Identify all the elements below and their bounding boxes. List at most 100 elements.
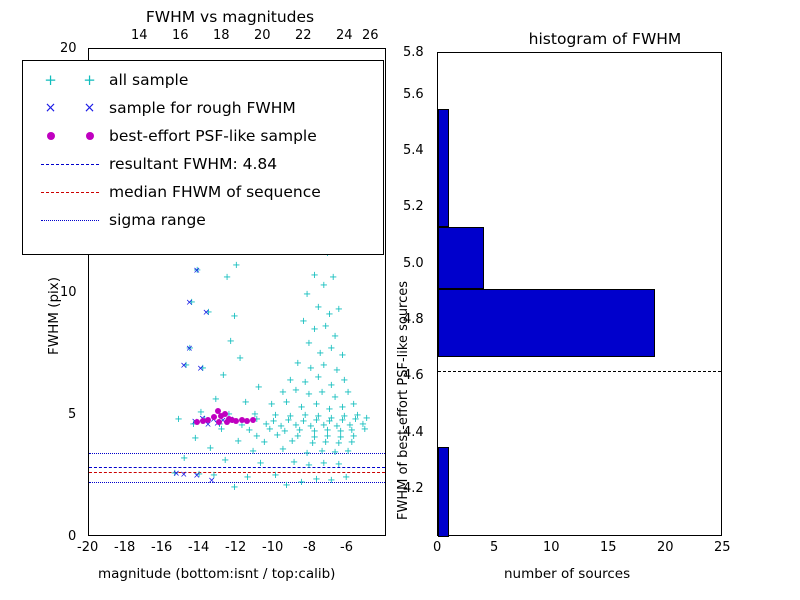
data-point-all-sample: + xyxy=(347,424,356,436)
data-point-all-sample: + xyxy=(351,413,360,425)
data-point-all-sample: + xyxy=(269,416,278,428)
data-point-all-sample: + xyxy=(278,387,288,399)
data-point-rough-fwhm: × xyxy=(219,416,227,427)
data-point-all-sample: + xyxy=(261,418,271,430)
data-point-all-sample: + xyxy=(345,419,355,431)
data-point-all-sample: + xyxy=(237,419,247,431)
data-point-all-sample: + xyxy=(334,459,343,471)
data-point-all-sample: + xyxy=(254,382,263,394)
data-point-all-sample: + xyxy=(282,479,291,491)
tick-top-4: 22 xyxy=(295,28,312,43)
data-point-all-sample: + xyxy=(302,289,312,301)
histogram-bar xyxy=(438,289,655,357)
tick-hy-7: 5.6 xyxy=(403,87,424,102)
data-point-all-sample: + xyxy=(185,343,194,355)
data-point-all-sample: + xyxy=(347,437,356,449)
resultant-fwhm-hist-line xyxy=(438,371,721,372)
data-point-all-sample: + xyxy=(321,437,330,449)
legend-box[interactable]: + + all sample × × sample for rough FWHM b… xyxy=(22,60,384,255)
tick-hy-8: 5.8 xyxy=(403,45,424,60)
legend-item-median-fwhm[interactable]: median FHWM of sequence xyxy=(31,178,375,206)
data-point-all-sample: + xyxy=(191,433,200,445)
data-point-all-sample: + xyxy=(301,377,310,389)
data-point-all-sample: + xyxy=(196,406,206,418)
data-point-all-sample: + xyxy=(209,470,219,481)
data-point-all-sample: + xyxy=(234,435,243,447)
data-point-all-sample: + xyxy=(291,419,301,431)
data-point-all-sample: + xyxy=(235,352,245,364)
data-point-all-sample: + xyxy=(243,472,252,484)
data-point-all-sample: + xyxy=(336,432,345,444)
tick-top-3: 20 xyxy=(254,28,271,43)
data-point-psf-like xyxy=(229,416,236,423)
tick-y-1: 5 xyxy=(68,407,77,422)
left-yaxis-label: FWHM (pix) xyxy=(46,276,62,355)
data-point-psf-like xyxy=(244,418,251,425)
tick-x-6: -8 xyxy=(303,540,316,555)
plus-marker-icon: + + xyxy=(44,71,96,89)
data-point-all-sample: + xyxy=(323,424,332,436)
legend-label-sigma-range: sigma range xyxy=(109,211,206,229)
data-point-all-sample: + xyxy=(338,401,347,413)
data-point-all-sample: + xyxy=(349,430,358,442)
left-panel-title: FWHM vs magnitudes xyxy=(145,8,315,26)
legend-label-rough-fwhm: sample for rough FWHM xyxy=(109,99,296,117)
legend-label-resultant-fwhm: resultant FWHM: 4.84 xyxy=(109,155,278,173)
legend-item-psf-like[interactable]: best-effort PSF-like sample xyxy=(31,122,375,150)
data-point-all-sample: + xyxy=(334,438,343,450)
data-point-rough-fwhm: × xyxy=(185,344,194,355)
data-point-rough-fwhm: × xyxy=(196,363,205,374)
legend-item-rough-fwhm[interactable]: × × sample for rough FWHM xyxy=(31,94,375,122)
data-point-all-sample: + xyxy=(325,404,334,416)
blue-dashdot-line-icon xyxy=(31,219,109,221)
data-point-rough-fwhm: × xyxy=(179,361,188,372)
legend-item-all-sample[interactable]: + + all sample xyxy=(31,66,375,94)
data-point-all-sample: + xyxy=(189,418,198,430)
data-point-all-sample: + xyxy=(297,401,306,413)
data-point-all-sample: + xyxy=(306,421,316,433)
data-point-all-sample: + xyxy=(220,455,230,467)
data-point-all-sample: + xyxy=(230,482,239,494)
data-point-psf-like xyxy=(249,416,256,423)
data-point-all-sample: + xyxy=(315,348,325,359)
tick-x-5: -10 xyxy=(262,540,284,555)
blue-dashed-line-icon xyxy=(31,163,109,165)
sigma-range-lower-line xyxy=(89,482,385,483)
tick-hy-4: 5.0 xyxy=(403,256,424,271)
legend-label-median-fwhm: median FHWM of sequence xyxy=(109,183,321,201)
data-point-all-sample: + xyxy=(198,362,207,374)
data-point-all-sample: + xyxy=(336,426,345,438)
data-point-rough-fwhm: × xyxy=(179,469,188,480)
data-point-all-sample: + xyxy=(349,399,358,411)
tick-hx-4: 20 xyxy=(657,540,674,555)
legend-item-resultant-fwhm[interactable]: resultant FWHM: 4.84 xyxy=(31,150,375,178)
data-point-all-sample: + xyxy=(330,391,340,403)
histogram-axes[interactable] xyxy=(437,52,722,537)
data-point-all-sample: + xyxy=(226,335,235,347)
data-point-all-sample: + xyxy=(325,416,334,428)
data-point-psf-like xyxy=(205,416,212,423)
data-point-all-sample: + xyxy=(362,412,371,424)
tick-y-4: 20 xyxy=(60,41,77,56)
data-point-all-sample: + xyxy=(342,472,351,484)
tick-hy-3: 4.8 xyxy=(403,312,424,327)
data-point-all-sample: + xyxy=(358,418,368,430)
tick-x-1: -18 xyxy=(114,540,136,555)
legend-label-psf-like: best-effort PSF-like sample xyxy=(109,127,317,145)
data-point-all-sample: + xyxy=(286,411,295,423)
data-point-all-sample: + xyxy=(252,413,262,425)
data-point-all-sample: + xyxy=(194,468,204,480)
data-point-all-sample: + xyxy=(327,343,336,355)
legend-item-sigma-range[interactable]: sigma range xyxy=(31,206,375,234)
data-point-rough-fwhm: × xyxy=(207,475,216,486)
data-point-all-sample: + xyxy=(304,460,314,472)
legend-label-all-sample: all sample xyxy=(109,71,189,89)
tick-x-7: -6 xyxy=(340,540,353,555)
data-point-all-sample: + xyxy=(314,372,323,384)
tick-x-2: -16 xyxy=(151,540,173,555)
data-point-all-sample: + xyxy=(273,429,282,441)
data-point-all-sample: + xyxy=(317,445,327,457)
data-point-all-sample: + xyxy=(325,308,334,320)
data-point-all-sample: + xyxy=(338,350,347,362)
